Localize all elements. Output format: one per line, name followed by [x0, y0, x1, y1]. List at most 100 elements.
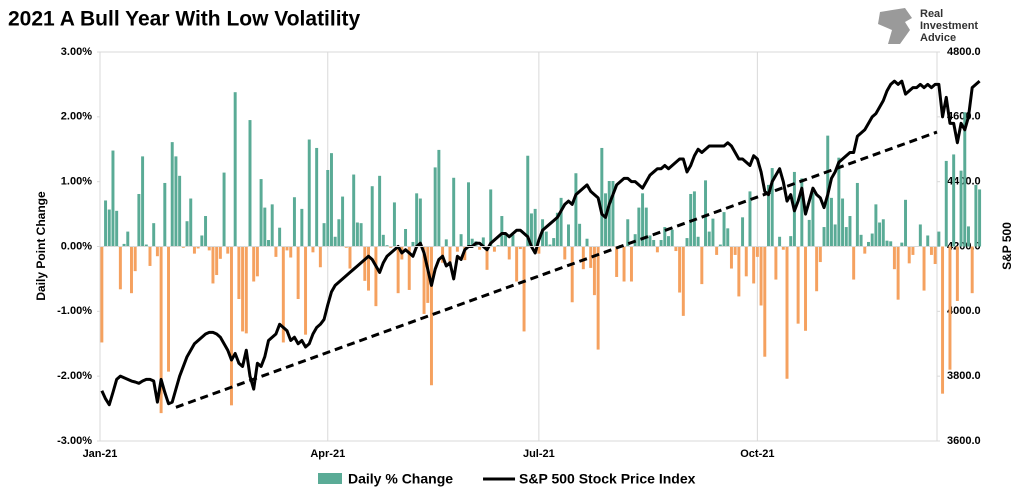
- bar: [411, 241, 415, 247]
- bar: [500, 216, 504, 247]
- x-tick-label: Jan-21: [83, 448, 118, 460]
- y-tick-label: 2.00%: [61, 111, 92, 123]
- bar: [415, 193, 419, 247]
- bar: [659, 240, 663, 247]
- bar: [715, 246, 719, 255]
- bar: [929, 246, 933, 255]
- bar: [663, 227, 667, 247]
- bar: [478, 246, 482, 250]
- bar: [926, 235, 930, 247]
- bar: [363, 246, 367, 281]
- y2-tick-label: 3800.0: [947, 370, 981, 382]
- bar: [622, 246, 626, 282]
- bar: [729, 246, 733, 269]
- bar: [359, 223, 363, 247]
- bar: [218, 246, 222, 259]
- bar: [337, 219, 341, 247]
- bar: [963, 112, 967, 247]
- bar: [863, 246, 867, 254]
- bar: [248, 120, 252, 247]
- bar: [948, 246, 952, 370]
- bar: [444, 239, 448, 247]
- bar: [311, 246, 315, 253]
- bar: [800, 178, 804, 247]
- bar: [389, 246, 393, 248]
- x-tick-label: Jul-21: [523, 448, 555, 460]
- bar: [492, 246, 496, 252]
- bar: [504, 234, 508, 247]
- bar: [437, 149, 441, 247]
- bar: [859, 234, 863, 247]
- bar: [441, 246, 445, 263]
- bar: [204, 216, 208, 247]
- bar: [781, 246, 785, 250]
- bar: [604, 193, 608, 247]
- bar: [196, 246, 200, 249]
- x-tick-label: Oct-21: [740, 448, 774, 460]
- bar: [889, 241, 893, 247]
- bar: [704, 180, 708, 247]
- bar: [181, 246, 185, 248]
- bar: [811, 192, 815, 247]
- bar: [759, 246, 763, 306]
- bar: [767, 184, 770, 247]
- legend-label: Daily % Change: [348, 471, 453, 487]
- bar: [296, 246, 300, 300]
- bar: [785, 246, 789, 379]
- bar: [555, 212, 559, 247]
- bar: [533, 208, 537, 247]
- bar: [970, 246, 974, 294]
- bar: [789, 236, 793, 247]
- bar: [522, 246, 526, 332]
- bar: [867, 241, 870, 247]
- bar: [215, 246, 219, 276]
- bar: [392, 202, 396, 247]
- bar: [481, 237, 485, 247]
- bar: [978, 189, 982, 247]
- bar: [596, 246, 600, 350]
- bar: [804, 246, 808, 331]
- bar: [944, 160, 948, 247]
- logo-text: Advice: [920, 32, 956, 44]
- line: [100, 79, 981, 407]
- bar: [829, 197, 833, 247]
- bar: [378, 175, 382, 247]
- bar: [252, 246, 256, 282]
- bar: [529, 213, 533, 247]
- bar: [341, 196, 345, 247]
- bar: [752, 246, 756, 284]
- bar: [418, 198, 422, 247]
- bar: [952, 154, 956, 247]
- bar: [148, 246, 152, 266]
- y2-tick-label: 4000.0: [947, 305, 981, 317]
- bar: [526, 155, 530, 247]
- legend-label: S&P 500 Stock Price Index: [519, 471, 696, 487]
- bar: [429, 246, 433, 386]
- logo-text: Investment: [920, 20, 978, 32]
- bar: [192, 246, 196, 254]
- bar: [681, 246, 685, 316]
- y-tick-label: 3.00%: [61, 46, 92, 58]
- bar: [111, 150, 115, 247]
- bar: [611, 181, 615, 247]
- bar: [422, 246, 426, 314]
- bar: [544, 231, 548, 247]
- bar: [918, 224, 922, 247]
- bar: [170, 142, 174, 247]
- bar: [626, 219, 630, 247]
- bar: [833, 224, 837, 247]
- bar: [937, 231, 941, 247]
- bar: [878, 222, 882, 247]
- bar: [229, 246, 233, 406]
- bar: [807, 219, 811, 247]
- bar: [370, 186, 374, 247]
- bar: [670, 229, 674, 247]
- bar: [574, 173, 578, 247]
- bar: [144, 244, 148, 247]
- bar: [600, 147, 604, 247]
- bar: [174, 156, 178, 247]
- bar: [152, 223, 156, 247]
- y2-tick-label: 3600.0: [947, 435, 981, 447]
- bar: [396, 246, 400, 294]
- bar: [855, 182, 859, 247]
